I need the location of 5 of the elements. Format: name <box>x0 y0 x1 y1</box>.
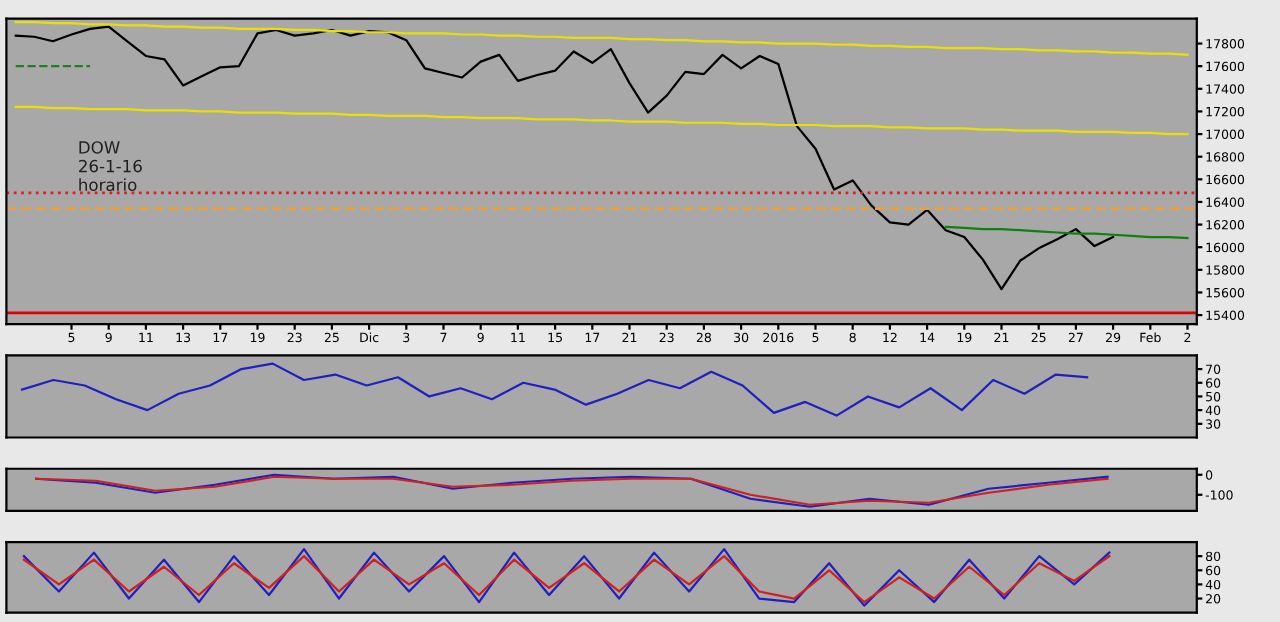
line-series <box>14 25 1115 291</box>
line-series <box>14 105 1189 136</box>
line-series <box>20 362 1089 417</box>
annotation: DOW 26-1-16 horario <box>79 141 142 192</box>
line-series <box>14 20 1189 56</box>
